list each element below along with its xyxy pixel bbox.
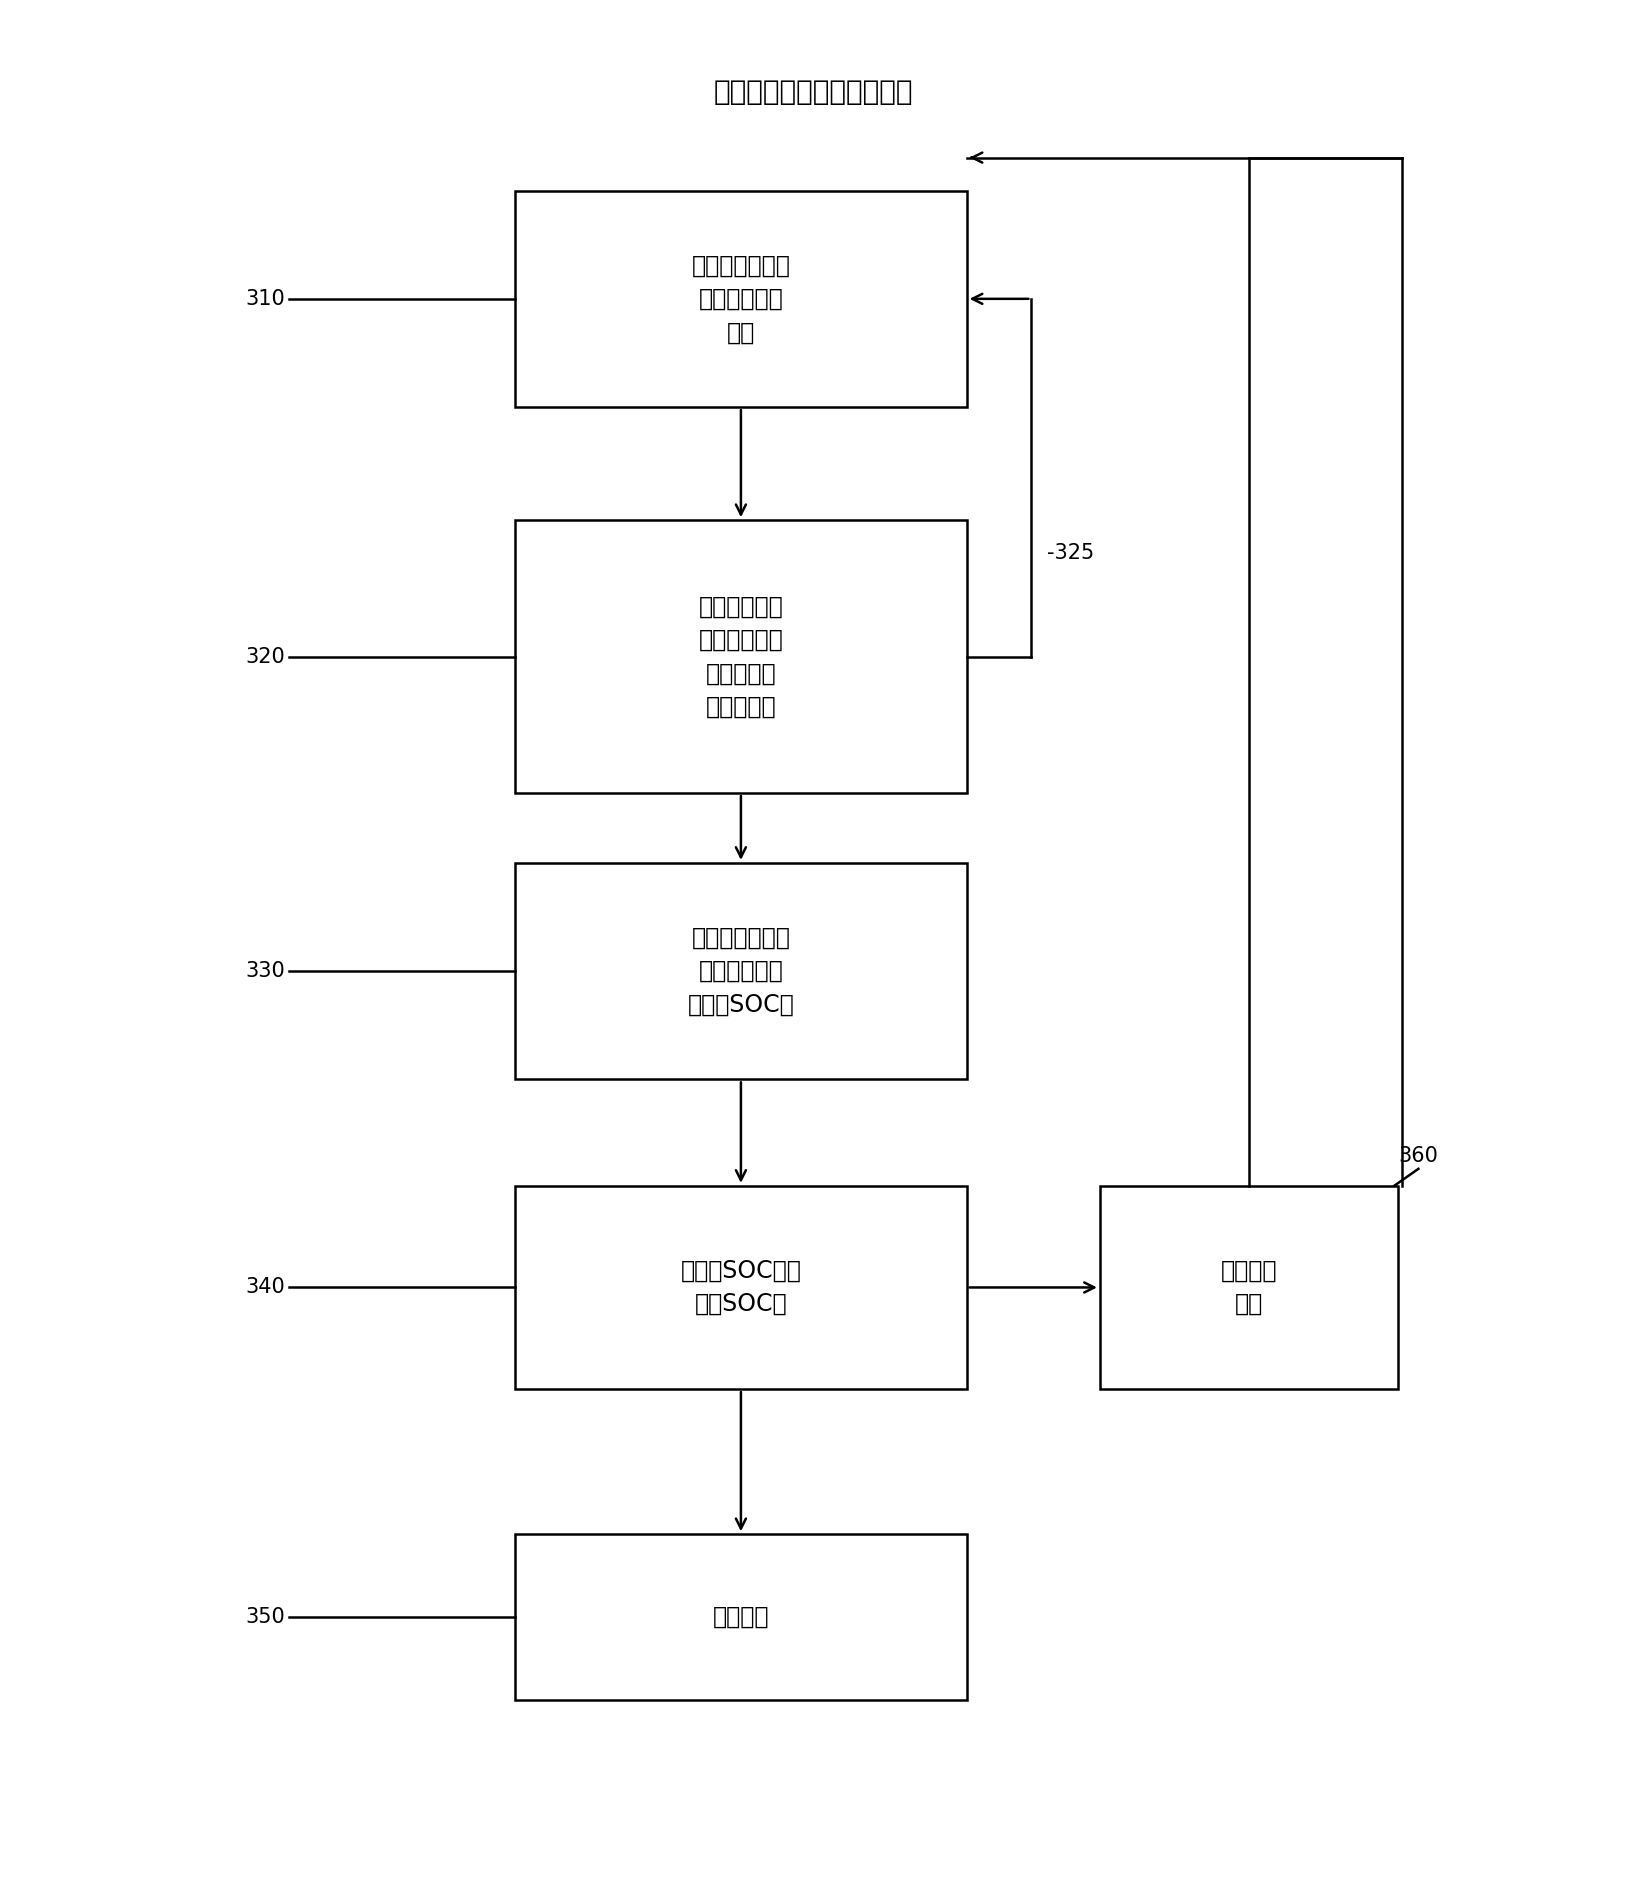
Text: 降低充电
速率: 降低充电 速率 bbox=[1220, 1260, 1277, 1317]
Bar bbox=[516, 863, 966, 1079]
Text: 测量的SOC等于
目标SOC？: 测量的SOC等于 目标SOC？ bbox=[680, 1260, 802, 1317]
Bar bbox=[516, 1535, 966, 1700]
Text: 测量负电极相对
于参考电极的
电势: 测量负电极相对 于参考电极的 电势 bbox=[691, 254, 791, 345]
Text: 终止充电: 终止充电 bbox=[713, 1605, 770, 1630]
Text: 负电极的电压
小于与锂离子
电镀相关的
临界阈值？: 负电极的电压 小于与锂离子 电镀相关的 临界阈值？ bbox=[698, 594, 783, 719]
Text: -325: -325 bbox=[1048, 543, 1095, 563]
Text: 340: 340 bbox=[246, 1277, 285, 1298]
Bar bbox=[516, 190, 966, 408]
Text: 350: 350 bbox=[246, 1607, 285, 1628]
Bar bbox=[516, 520, 966, 793]
Text: 310: 310 bbox=[246, 288, 285, 309]
Text: 320: 320 bbox=[246, 647, 285, 666]
Text: 使用电压来确定
负电极的充电
状态（SOC）: 使用电压来确定 负电极的充电 状态（SOC） bbox=[688, 926, 794, 1017]
Text: 330: 330 bbox=[246, 962, 285, 981]
Bar bbox=[1100, 1186, 1398, 1389]
Bar bbox=[516, 1186, 966, 1389]
Text: 充电期间监视以避免锂电镀: 充电期间监视以避免锂电镀 bbox=[714, 78, 913, 106]
Text: 360: 360 bbox=[1399, 1146, 1438, 1165]
